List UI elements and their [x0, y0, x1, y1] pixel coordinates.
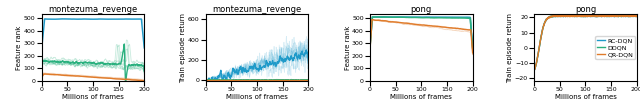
Title: pong: pong — [411, 5, 432, 14]
Y-axis label: Train episode return: Train episode return — [180, 13, 186, 83]
X-axis label: Millions of frames: Millions of frames — [554, 94, 616, 100]
Y-axis label: Feature rank: Feature rank — [344, 26, 351, 70]
X-axis label: Millions of frames: Millions of frames — [226, 94, 288, 100]
Title: montezuma_revenge: montezuma_revenge — [48, 5, 138, 14]
Title: pong: pong — [575, 5, 596, 14]
Title: montezuma_revenge: montezuma_revenge — [212, 5, 301, 14]
Legend: RC-DQN, DDQN, QR-DQN: RC-DQN, DDQN, QR-DQN — [595, 36, 635, 59]
X-axis label: Millions of frames: Millions of frames — [390, 94, 452, 100]
Y-axis label: Train episode return: Train episode return — [508, 13, 513, 83]
Y-axis label: Feature rank: Feature rank — [16, 26, 22, 70]
X-axis label: Millions of frames: Millions of frames — [62, 94, 124, 100]
